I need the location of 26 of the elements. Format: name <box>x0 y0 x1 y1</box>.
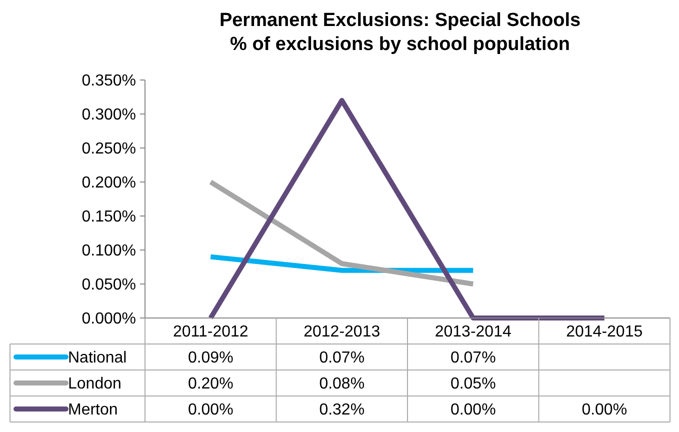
y-tick-label: 0.000% <box>82 310 136 328</box>
legend-label: National <box>68 350 127 367</box>
data-label: 0.00% <box>450 402 496 419</box>
data-label: 0.05% <box>450 376 496 393</box>
x-tick-label: 2013-2014 <box>434 324 512 341</box>
data-label: 0.08% <box>319 376 365 393</box>
legend-label: Merton <box>68 402 118 419</box>
data-label: 0.00% <box>188 402 234 419</box>
y-tick-label: 0.300% <box>82 106 136 124</box>
y-tick-label: 0.250% <box>82 140 136 158</box>
data-label: 0.32% <box>319 402 365 419</box>
data-label: 0.09% <box>188 350 234 367</box>
chart-title: Permanent Exclusions: Special Schools % of exclusions by school population <box>219 10 581 55</box>
data-label: 0.00% <box>582 402 628 419</box>
x-tick-label: 2014-2015 <box>566 324 643 341</box>
x-tick-label: 2012-2013 <box>304 324 380 341</box>
data-label: 0.07% <box>319 350 365 367</box>
y-tick-label: 0.200% <box>82 174 136 192</box>
y-tick-label: 0.350% <box>82 72 136 90</box>
data-label: 0.07% <box>450 350 496 367</box>
legend-label: London <box>68 376 122 393</box>
y-tick-label: 0.100% <box>82 242 136 260</box>
y-tick-label: 0.150% <box>82 208 136 226</box>
data-label: 0.20% <box>188 376 234 393</box>
x-tick-label: 2011-2012 <box>172 324 248 341</box>
y-tick-label: 0.050% <box>82 276 136 294</box>
